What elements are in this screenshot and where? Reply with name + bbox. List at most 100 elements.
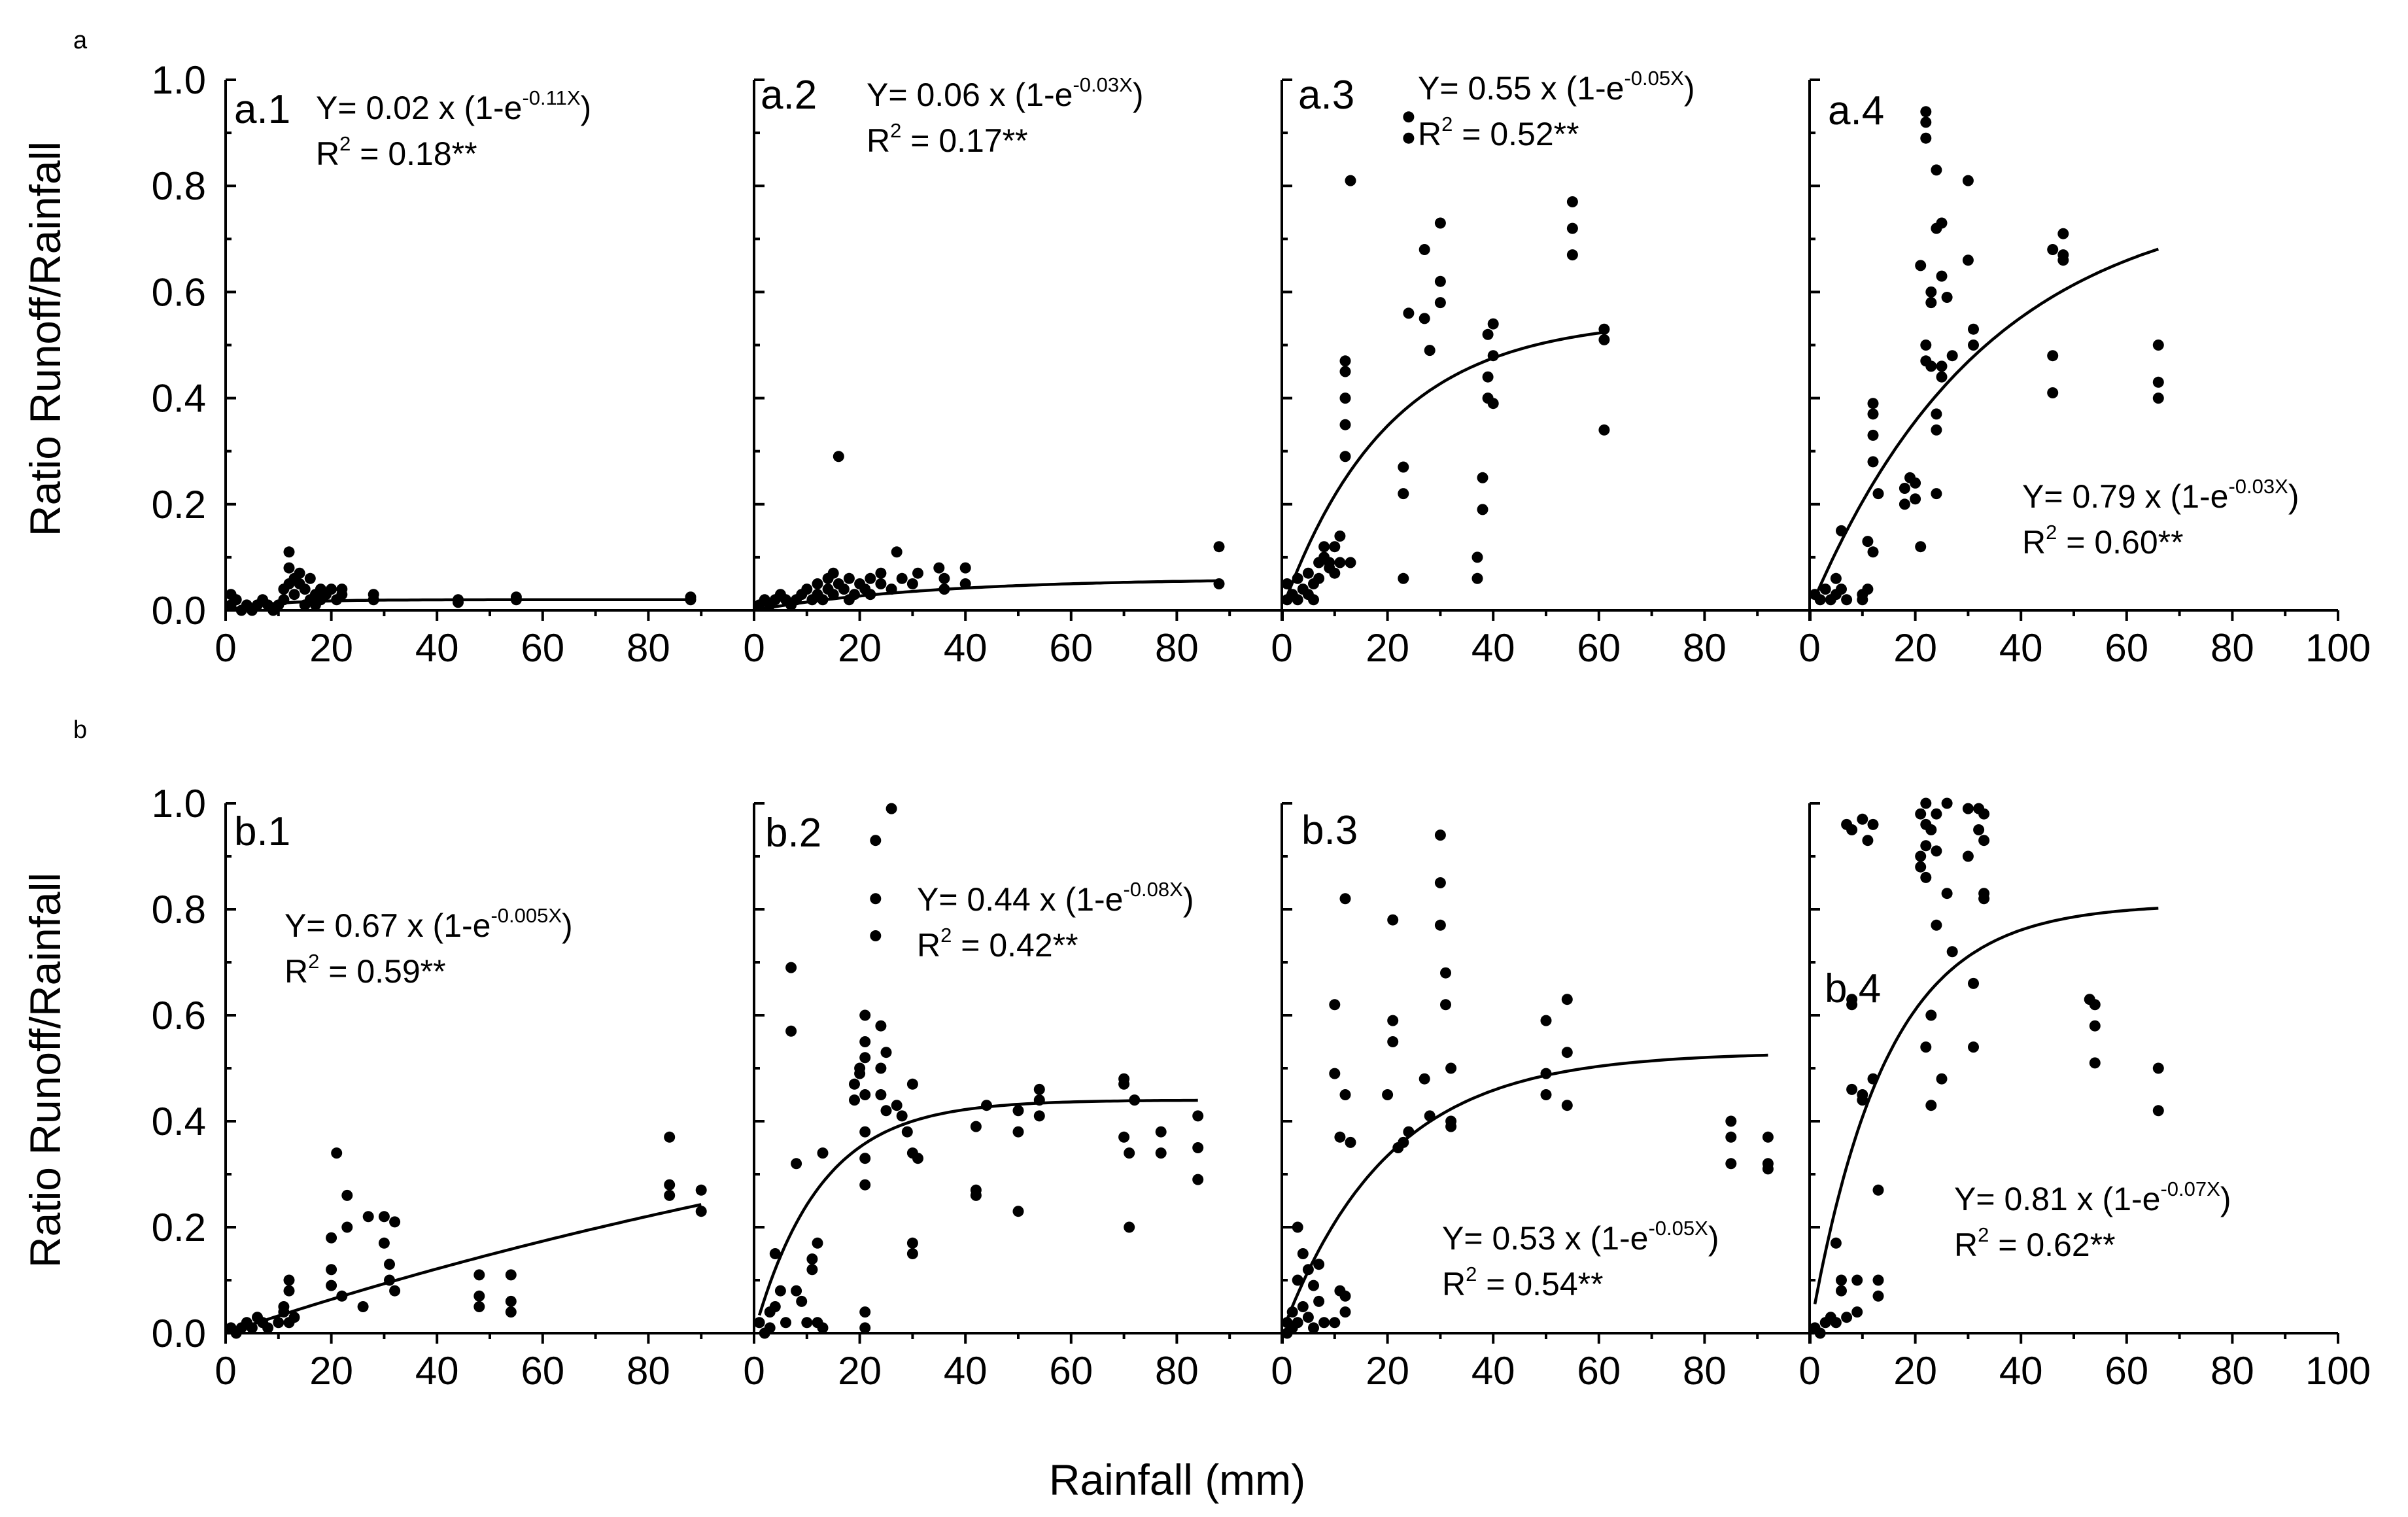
data-point-a-4 [1936, 217, 1948, 229]
data-point-b-4 [1841, 1312, 1853, 1323]
data-point-b-1 [283, 1274, 295, 1286]
data-point-b-2 [1192, 1110, 1204, 1122]
data-point-a-2 [817, 594, 829, 606]
panel-a-4: 0 20 40 60 80 100 a.4 Y= 0.79 x (1-e-0.03X) R2 =… [1798, 78, 2371, 670]
data-point-a-1 [368, 594, 379, 606]
x-tick-label-b-4: 20 [1893, 1349, 1937, 1393]
x-tick-label-b-3: 40 [1471, 1349, 1515, 1393]
data-point-a-3 [1313, 572, 1325, 584]
data-point-b-4 [1915, 861, 1927, 873]
panel-b-1: 0 20 40 60 80 0.0 0.2 0.4 0.6 0.8 1.0 b.1 Y= 0.67 x … [152, 782, 755, 1393]
data-point-b-4 [1968, 1041, 1979, 1053]
x-axis-title: Rainfall (mm) [1049, 1456, 1305, 1504]
data-point-b-2 [859, 1009, 871, 1021]
panel-label-a-1: a.1 [234, 87, 290, 132]
data-point-a-3 [1471, 572, 1483, 584]
data-point-a-3 [1339, 419, 1351, 430]
data-point-a-2 [959, 562, 971, 574]
data-point-b-2 [970, 1189, 982, 1201]
data-point-b-3 [1329, 1068, 1341, 1079]
data-point-b-2 [817, 1322, 829, 1334]
data-point-b-2 [785, 1025, 797, 1037]
data-point-b-4 [1851, 1274, 1863, 1286]
r-squared-a-3: R2 = 0.52** [1418, 113, 1579, 152]
row-label-b: b [73, 716, 87, 744]
y-tick-label-a-1: 0.6 [152, 270, 206, 314]
data-point-b-3 [1313, 1295, 1325, 1307]
data-point-b-4 [2152, 1062, 2164, 1074]
data-point-b-4 [1920, 840, 1932, 852]
data-point-b-3 [1308, 1322, 1319, 1334]
data-point-a-1 [336, 584, 348, 595]
data-point-b-3 [1434, 877, 1446, 888]
data-point-a-4 [1968, 340, 1979, 351]
data-point-a-4 [1867, 546, 1879, 558]
data-point-b-2 [780, 1317, 791, 1329]
data-point-a-4 [1925, 297, 1937, 309]
data-point-b-2 [849, 1094, 860, 1106]
data-point-b-3 [1313, 1259, 1325, 1270]
data-point-b-2 [785, 962, 797, 973]
x-tick-label-b-2: 20 [838, 1349, 882, 1393]
data-point-b-3 [1561, 1100, 1573, 1111]
data-point-b-4 [1941, 888, 1953, 899]
r-squared-b-2: R2 = 0.42** [917, 924, 1078, 964]
x-tick-label-a-4: 60 [2105, 626, 2148, 670]
data-point-a-4 [1925, 360, 1937, 372]
equation-b-4: Y= 0.81 x (1-e-0.07X) [1954, 1177, 2231, 1217]
data-point-b-4 [1830, 1317, 1842, 1329]
y-tick-label-b-1: 0.4 [152, 1100, 206, 1143]
data-point-b-2 [791, 1158, 802, 1170]
x-tick-label-b-4: 80 [2210, 1349, 2254, 1393]
y-tick-label-a-1: 0.8 [152, 164, 206, 208]
data-point-a-4 [1872, 488, 1884, 500]
data-point-a-4 [1841, 594, 1853, 606]
data-point-b-4 [1920, 1041, 1932, 1053]
data-point-b-1 [362, 1211, 374, 1223]
data-point-b-4 [2089, 1057, 2101, 1069]
data-point-a-3 [1339, 392, 1351, 404]
data-point-b-1 [336, 1290, 348, 1302]
x-tick-label-a-3: 80 [1683, 626, 1727, 670]
x-tick-label-b-1: 20 [309, 1349, 353, 1393]
x-tick-label-a-3: 0 [1271, 626, 1292, 670]
x-tick-label-b-2: 0 [743, 1349, 765, 1393]
data-point-a-3 [1329, 567, 1341, 579]
data-point-a-2 [865, 572, 876, 584]
y-tick-label-a-1: 0.4 [152, 377, 206, 421]
data-point-a-1 [685, 591, 697, 603]
data-point-a-4 [2047, 387, 2059, 398]
data-point-b-2 [1033, 1110, 1045, 1122]
data-point-b-3 [1398, 1136, 1409, 1148]
y-tick-label-a-1: 0.2 [152, 483, 206, 527]
data-point-b-2 [854, 1062, 866, 1074]
data-point-a-4 [1867, 408, 1879, 420]
data-point-b-1 [473, 1301, 485, 1312]
data-point-b-2 [859, 1089, 871, 1100]
data-point-a-1 [283, 562, 295, 574]
data-point-b-4 [1846, 824, 1858, 835]
fit-curve-a-4 [1814, 247, 2159, 599]
panel-label-b-2: b.2 [765, 811, 821, 856]
data-point-b-2 [912, 1153, 923, 1164]
data-point-b-2 [886, 803, 897, 814]
x-tick-label-b-1: 0 [215, 1349, 236, 1393]
data-point-a-3 [1598, 323, 1610, 335]
data-point-b-4 [1830, 1237, 1842, 1249]
data-point-b-3 [1292, 1221, 1303, 1233]
data-point-a-2 [933, 562, 945, 574]
data-point-b-2 [981, 1100, 992, 1111]
data-point-a-3 [1398, 461, 1409, 473]
data-point-a-2 [843, 572, 855, 584]
data-point-a-4 [1814, 594, 1826, 606]
data-point-b-1 [384, 1274, 395, 1286]
data-point-a-4 [1962, 175, 1974, 186]
data-point-b-4 [1862, 835, 1874, 846]
data-point-b-3 [1419, 1073, 1430, 1085]
data-point-a-3 [1434, 217, 1446, 229]
x-tick-label-a-2: 80 [1155, 626, 1199, 670]
data-point-b-1 [326, 1264, 337, 1276]
data-point-b-4 [1872, 1274, 1884, 1286]
x-tick-label-a-4: 20 [1893, 626, 1937, 670]
data-point-a-4 [1862, 536, 1874, 548]
